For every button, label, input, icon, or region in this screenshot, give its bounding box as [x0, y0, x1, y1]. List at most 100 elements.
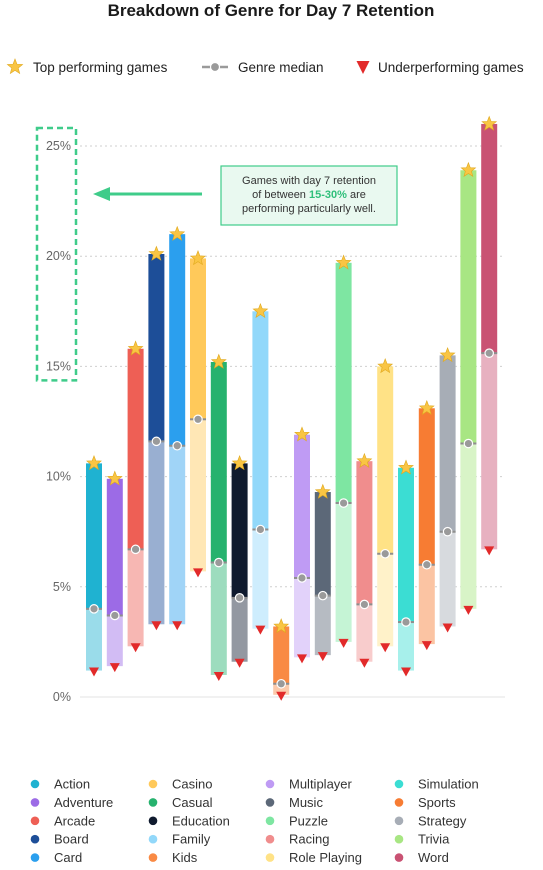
bar-lower-role-playing — [377, 553, 394, 647]
top-star-multiplayer — [294, 426, 310, 442]
genre-bar-education — [231, 455, 248, 668]
bottom-triangle-kids — [276, 691, 287, 701]
legend-label-board: Board — [54, 832, 89, 847]
legend-top-performing: Top performing games — [6, 58, 168, 75]
legend-dot-family — [148, 834, 158, 844]
genre-bar-arcade — [127, 340, 144, 653]
legend-dot-puzzle — [265, 816, 275, 826]
legend-dot-word — [394, 853, 404, 862]
y-tick-label: 15% — [46, 359, 71, 373]
legend-item-racing: Racing — [265, 832, 329, 847]
legend-item-adventure: Adventure — [30, 795, 113, 810]
legend-item-education: Education — [148, 813, 230, 828]
bottom-triangle-role-playing — [380, 643, 391, 653]
legend-item-casino: Casino — [148, 777, 212, 792]
genre-bar-role-playing — [377, 358, 394, 653]
genre-bar-music — [314, 483, 331, 662]
median-dot-kids — [276, 678, 286, 689]
legend-item-card: Card — [30, 850, 82, 865]
annotation-box — [220, 165, 398, 226]
bar-upper-family — [252, 311, 269, 530]
legend-label-casino: Casino — [172, 777, 212, 792]
bar-upper-card — [169, 234, 186, 446]
legend-dot-strategy — [394, 816, 404, 826]
legend-item-multiplayer: Multiplayer — [265, 777, 353, 792]
legend-dot-simulation — [394, 779, 404, 789]
genre-bar-action — [86, 455, 102, 677]
top-star-trivia — [460, 161, 477, 177]
annotation-line-3: performing particularly well. — [242, 203, 376, 215]
arrow-left-icon — [93, 187, 110, 201]
legend-item-music: Music — [265, 795, 323, 810]
bar-upper-word — [481, 123, 498, 354]
bar-lower-casual — [210, 562, 227, 675]
genre-bar-strategy — [439, 347, 456, 633]
chart-title: Breakdown of Genre for Day 7 Retention — [108, 1, 435, 20]
highlight-range-box — [35, 126, 78, 382]
median-dot-word — [484, 348, 494, 358]
median-dot-card — [172, 440, 182, 451]
legend-underperforming: Underperforming games — [356, 60, 524, 75]
bottom-triangle-board — [151, 621, 162, 631]
legend-item-strategy: Strategy — [394, 813, 467, 828]
bottom-triangle-sports — [421, 641, 432, 651]
median-dot-racing — [359, 599, 370, 610]
bar-upper-casino — [190, 258, 206, 420]
median-dot-education — [234, 593, 245, 603]
legend-label-action: Action — [54, 777, 90, 792]
triangle-down-icon — [356, 61, 370, 74]
legend-label-arcade: Arcade — [54, 813, 95, 828]
legend-label-adventure: Adventure — [54, 795, 113, 810]
bar-lower-family — [252, 529, 269, 629]
median-dot-music — [317, 590, 328, 601]
legend-item-board: Board — [30, 832, 89, 847]
legend-item-role-playing: Role Playing — [265, 850, 362, 865]
legend-label-puzzle: Puzzle — [289, 813, 328, 828]
legend-dot-board — [30, 834, 40, 844]
top-star-board — [148, 245, 165, 261]
bottom-triangle-casual — [213, 671, 224, 681]
median-dot-icon — [209, 61, 221, 73]
y-tick-label: 20% — [46, 249, 71, 263]
top-star-action — [86, 455, 102, 471]
y-axis-ticks: 0% 5% 10% 15% 20% 25% — [46, 139, 71, 704]
median-dot-adventure — [110, 610, 120, 621]
median-dot-role-playing — [380, 548, 390, 559]
top-star-simulation — [398, 459, 414, 475]
y-tick-label: 0% — [53, 690, 71, 704]
top-star-puzzle — [335, 254, 352, 270]
top-star-education — [231, 455, 248, 471]
bar-upper-multiplayer — [294, 434, 310, 578]
bottom-triangle-action — [89, 667, 99, 677]
bar-lower-music — [314, 595, 331, 656]
legend-item-word: Word — [394, 850, 449, 865]
legend-item-family: Family — [148, 832, 211, 847]
bar-upper-casual — [210, 361, 227, 563]
legend-top-performing-label: Top performing games — [33, 60, 168, 75]
bar-lower-sports — [418, 564, 435, 645]
bar-lower-multiplayer — [294, 577, 310, 658]
bar-upper-action — [86, 463, 102, 609]
genre-bar-sports — [418, 399, 435, 651]
bar-lower-education — [231, 597, 248, 662]
legend-dot-music — [265, 798, 275, 807]
median-dot-arcade — [130, 544, 141, 555]
top-star-sports — [418, 399, 435, 416]
legend-dot-casino — [148, 779, 158, 789]
bar-upper-arcade — [127, 348, 144, 550]
genre-bar-board — [148, 245, 165, 631]
top-star-racing — [356, 452, 373, 468]
top-star-casual — [210, 353, 227, 369]
top-star-casino — [190, 250, 206, 266]
bar-upper-education — [231, 463, 248, 598]
top-star-arcade — [127, 340, 144, 356]
top-star-card — [169, 225, 186, 241]
y-tick-label: 10% — [46, 470, 71, 484]
median-dot-trivia — [463, 438, 474, 449]
legend-item-trivia: Trivia — [394, 832, 450, 847]
legend-dot-trivia — [394, 834, 404, 844]
bar-lower-word — [481, 353, 498, 550]
genre-bar-family — [252, 302, 269, 635]
genre-bar-adventure — [106, 470, 123, 673]
genre-bar-card — [169, 225, 186, 631]
